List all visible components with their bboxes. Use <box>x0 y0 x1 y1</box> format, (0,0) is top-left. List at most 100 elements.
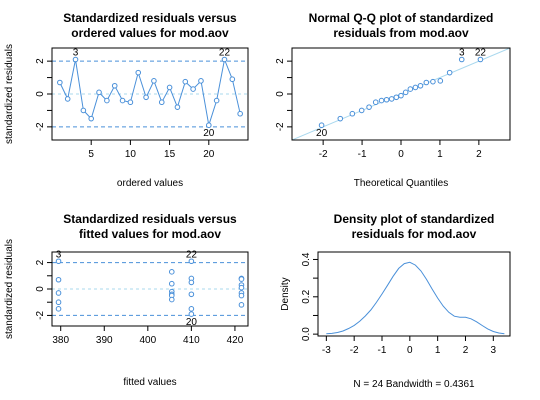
x-tick-label: 1 <box>437 149 443 160</box>
data-point <box>119 97 126 104</box>
plot-title-line: Normal Q-Q plot of standardized <box>309 11 494 25</box>
y-tick-label: 0.2 <box>301 289 312 303</box>
data-point <box>88 115 94 122</box>
y-tick-label: -2 <box>35 122 46 131</box>
y-tick-label: 0 <box>275 91 286 97</box>
data-point <box>446 69 453 76</box>
data-point <box>111 82 118 89</box>
data-point <box>166 84 173 91</box>
data-point <box>158 99 165 106</box>
data-point <box>221 56 228 63</box>
x-tick-label: 0 <box>398 149 404 160</box>
plot-title-line: fitted values for mod.aov <box>79 227 221 241</box>
plot-title-line: Standardized residuals versus <box>63 212 237 226</box>
data-point <box>188 306 195 312</box>
data-point <box>55 306 62 312</box>
x-tick-label: -2 <box>350 345 359 356</box>
data-point <box>188 279 195 286</box>
x-tick-label: 400 <box>139 335 156 346</box>
data-point <box>206 122 212 129</box>
x-axis-label: Theoretical Quantiles <box>354 178 449 189</box>
x-tick-label: 410 <box>183 335 200 346</box>
y-tick-label: 0 <box>35 91 46 97</box>
data-point <box>238 292 245 299</box>
residual-series-line <box>59 57 241 126</box>
x-axis-label: N = 24 Bandwidth = 0.4361 <box>353 379 475 390</box>
data-point <box>238 302 245 308</box>
data-point <box>190 86 196 92</box>
data-point <box>127 99 134 106</box>
data-point <box>458 56 465 63</box>
data-point <box>213 97 220 104</box>
data-point <box>366 104 372 110</box>
y-tick-label: 2 <box>35 259 46 265</box>
data-point <box>174 104 181 110</box>
plot-title-line: residuals for mod.aov <box>352 227 477 241</box>
x-tick-label: 20 <box>203 149 215 160</box>
point-label: 22 <box>475 48 487 59</box>
data-point <box>143 94 149 101</box>
data-point <box>229 76 236 83</box>
data-point <box>168 269 175 275</box>
x-tick-label: -1 <box>378 345 387 356</box>
data-point <box>57 79 63 86</box>
plot-title-line: Standardized residuals versus <box>63 11 237 25</box>
data-point <box>237 110 243 117</box>
data-point <box>417 82 424 89</box>
data-point <box>188 258 195 265</box>
data-point <box>378 97 385 104</box>
point-label: 22 <box>186 249 198 260</box>
plot-title-line: residuals from mod.aov <box>333 26 469 40</box>
data-point <box>96 89 102 96</box>
y-tick-label: -2 <box>275 122 286 131</box>
point-label: 3 <box>73 48 79 59</box>
data-point <box>423 79 430 86</box>
point-label: 20 <box>316 128 328 139</box>
y-tick-label: 0.0 <box>301 327 312 341</box>
point-label: 3 <box>459 48 465 59</box>
x-tick-label: -2 <box>319 149 328 160</box>
data-point <box>55 276 62 283</box>
panel-normal-qq: Normal Q-Q plot of standardizedresiduals… <box>275 11 511 189</box>
data-point <box>398 92 404 99</box>
point-label: 20 <box>203 128 215 139</box>
x-axis-label: ordered values <box>117 178 183 189</box>
y-axis-label: standardized residuals <box>4 239 15 339</box>
data-point <box>383 96 390 103</box>
x-tick-label: 0 <box>407 345 413 356</box>
plot-title-line: Density plot of standardized <box>334 212 495 226</box>
data-point <box>349 110 356 117</box>
data-point <box>238 284 245 291</box>
data-point <box>188 291 195 298</box>
data-point <box>407 86 414 92</box>
data-point <box>198 78 204 84</box>
data-point <box>72 56 79 63</box>
data-point <box>430 78 436 85</box>
data-point <box>55 258 62 265</box>
x-tick-label: 2 <box>476 149 482 160</box>
data-point <box>393 94 400 101</box>
x-tick-label: 5 <box>88 149 94 160</box>
data-point <box>64 96 71 102</box>
data-point <box>104 97 110 104</box>
data-point <box>168 280 175 287</box>
point-label: 22 <box>219 48 231 59</box>
data-point <box>55 299 62 306</box>
y-tick-label: 0 <box>35 286 46 292</box>
x-tick-label: 3 <box>491 345 497 356</box>
y-tick-label: 2 <box>35 58 46 64</box>
data-point <box>388 96 395 102</box>
data-point <box>437 78 444 84</box>
data-point <box>151 78 157 84</box>
point-label: 3 <box>56 249 62 260</box>
y-tick-label: -2 <box>35 311 46 320</box>
x-tick-label: 1 <box>435 345 441 356</box>
data-point <box>318 122 325 129</box>
data-point <box>55 290 62 296</box>
y-tick-label: 2 <box>275 58 286 64</box>
x-tick-label: 2 <box>463 345 469 356</box>
x-tick-label: 15 <box>164 149 176 160</box>
data-point <box>402 89 409 96</box>
plot-title-line: ordered values for mod.aov <box>71 26 229 40</box>
